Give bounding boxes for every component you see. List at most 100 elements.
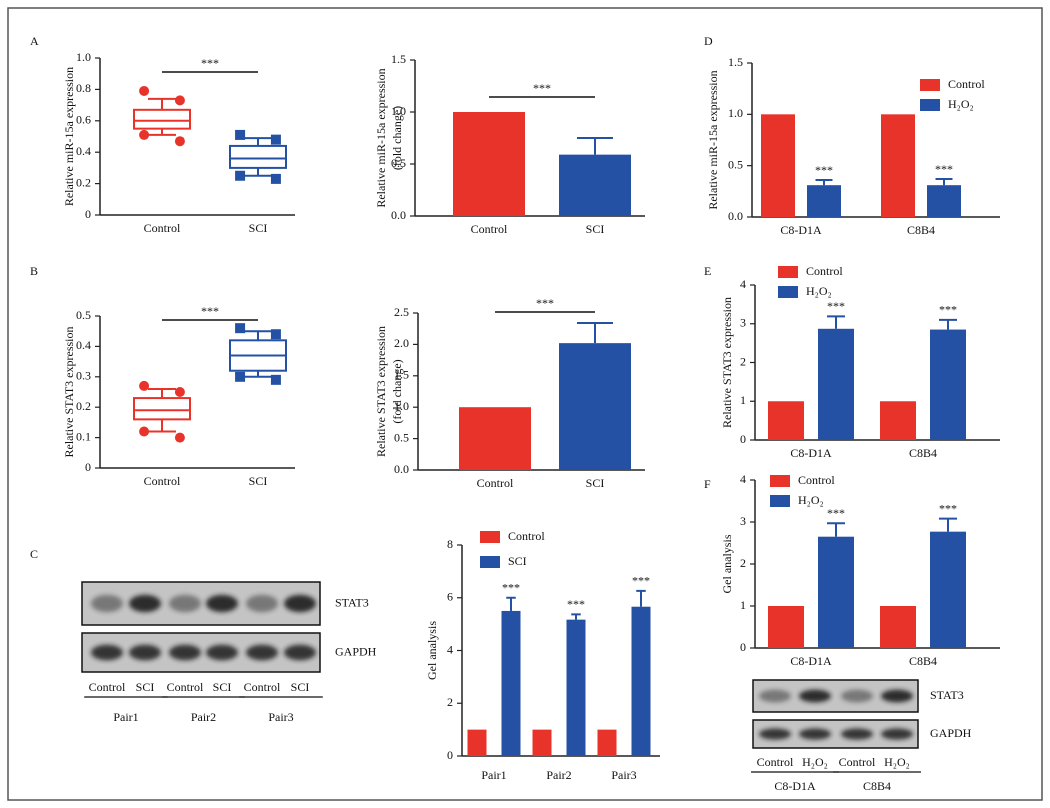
x-tick-label: Control [144,221,181,235]
blot-row-label: STAT3 [930,688,964,702]
bar [597,729,617,756]
y-tick-label: 3 [740,316,746,330]
y-axis-label: Relative STAT3 expression [720,297,734,428]
y-tick-label: 0.3 [76,369,91,383]
significance: *** [815,163,833,177]
lane-label: SCI [291,680,310,694]
x-tick-label: C8B4 [909,654,937,668]
point [235,129,246,140]
blot-band [799,689,831,703]
y-tick-label: 0.4 [76,144,91,158]
group-label: Pair1 [113,710,138,724]
lane-label: SCI [213,680,232,694]
legend-swatch [770,475,790,487]
lane-label: H₂O₂ [884,755,910,769]
y-tick-label: 2.5 [394,305,409,319]
point [174,432,185,443]
y-tick-label: 3 [740,514,746,528]
panel-letter: A [30,34,39,48]
bar [927,185,961,217]
group-label: C8B4 [863,779,891,793]
y-tick-label: 4 [447,642,453,656]
blot-band [91,594,123,613]
bar [880,606,916,648]
lane-label: Control [757,755,794,769]
blot-band [284,644,316,661]
y-tick-label: 0.2 [76,399,91,413]
y-tick-label: 0.0 [394,462,409,476]
bar [930,531,966,648]
legend-swatch [920,79,940,91]
significance: *** [502,581,520,595]
y-tick-label: 1.5 [394,368,409,382]
panel-letter: F [704,477,711,491]
y-tick-label: 1.5 [728,55,743,69]
y-axis-label: Relative STAT3 expression [62,326,76,457]
y-tick-label: 0.4 [76,338,91,352]
bar [559,154,631,216]
point [270,329,281,340]
bar [559,343,631,470]
blot-row-label: GAPDH [335,644,377,658]
y-tick-label: 2 [740,354,746,368]
bar [566,619,586,756]
y-axis-label: Relative miR-15a expression [706,70,720,209]
blot-band [129,644,161,661]
legend-label: H₂O₂ [798,493,824,507]
box [133,397,191,421]
lane-label: Control [89,680,126,694]
x-tick-label: C8-D1A [790,654,832,668]
legend-swatch [778,266,798,278]
blot-band [91,644,123,661]
legend-swatch [480,556,500,568]
blot-band [881,728,913,740]
bar [768,401,804,440]
box [229,144,287,169]
y-tick-label: 1 [740,598,746,612]
significance: *** [201,304,219,318]
legend-swatch [480,531,500,543]
y-tick-label: 0.8 [76,81,91,95]
blot-row-label: GAPDH [930,726,972,740]
bar [532,729,552,756]
blot-band [206,644,238,661]
significance: *** [827,299,845,313]
bar [501,610,521,756]
x-tick-label: Pair3 [611,768,636,782]
bar [631,606,651,756]
bar [453,112,525,216]
legend-label: Control [806,264,843,278]
significance: *** [567,597,585,611]
panel-letter: C [30,547,38,561]
significance: *** [201,56,219,70]
point [174,387,185,397]
lane-label: H₂O₂ [802,755,828,769]
x-tick-label: SCI [586,222,605,236]
x-tick-label: Control [471,222,508,236]
bar [467,729,487,756]
legend-swatch [770,495,790,507]
y-tick-label: 0.1 [76,429,91,443]
y-tick-label: 6 [447,590,453,604]
panel-letter: E [704,264,711,278]
legend-label: SCI [508,554,527,568]
group-label: C8-D1A [774,779,816,793]
y-axis-label: (fold change) [390,106,404,170]
y-tick-label: 2.0 [394,336,409,350]
blot-row-label: STAT3 [335,595,369,609]
blot-band [246,644,278,661]
blot-band [129,594,161,613]
y-tick-label: 0.6 [76,113,91,127]
x-tick-label: SCI [586,476,605,490]
point [235,371,246,382]
significance: *** [939,303,957,317]
bar [807,185,841,217]
group-label: Pair3 [268,710,293,724]
y-axis-label: Gel analysis [425,621,439,680]
x-tick-label: SCI [249,474,268,488]
legend-label: H₂O₂ [948,97,974,111]
y-tick-label: 0.5 [728,157,743,171]
legend-label: H₂O₂ [806,284,832,298]
panel-letter: B [30,264,38,278]
